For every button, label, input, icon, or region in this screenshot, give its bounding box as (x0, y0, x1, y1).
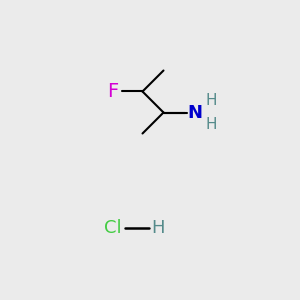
Text: H: H (206, 93, 217, 108)
Text: H: H (206, 117, 217, 132)
Text: F: F (107, 82, 118, 101)
Text: H: H (152, 219, 165, 237)
Text: N: N (188, 103, 202, 122)
Text: Cl: Cl (104, 219, 122, 237)
